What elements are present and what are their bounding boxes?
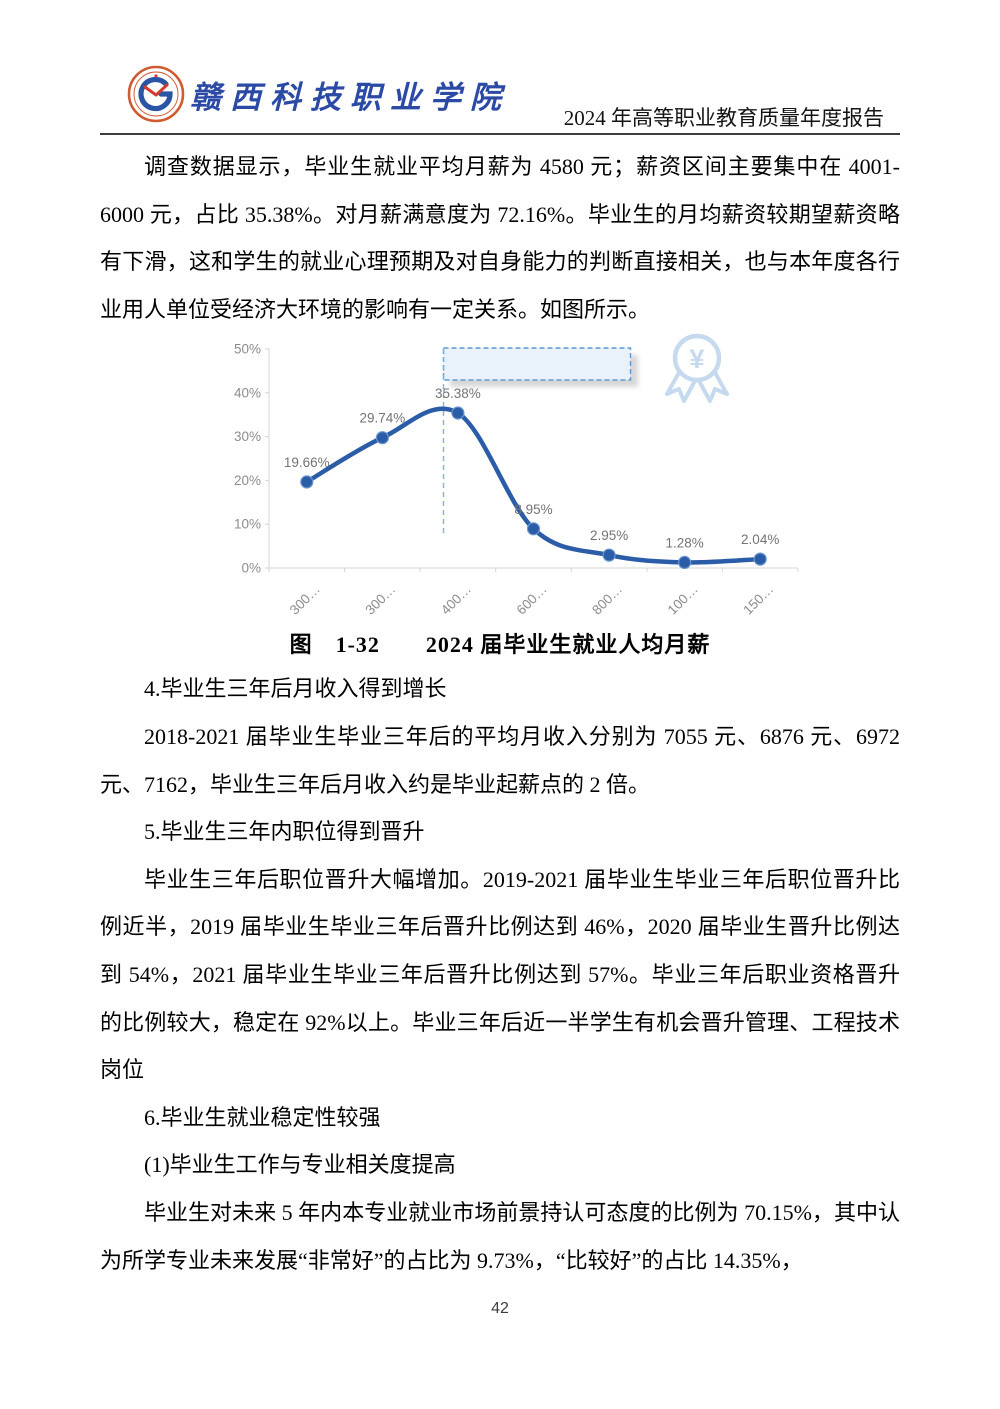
data-point [526, 522, 541, 536]
data-label: 2.04% [741, 532, 779, 547]
x-tick-label: 600… [514, 582, 550, 618]
data-label: 8.95% [514, 502, 552, 517]
heading-5: 5.毕业生三年内职位得到晋升 [144, 819, 425, 845]
data-label: 2.95% [590, 528, 628, 543]
page-number: 42 [491, 1300, 509, 1317]
x-tick-label: 300… [287, 582, 323, 618]
yen-medal-icon: ¥ [665, 334, 729, 404]
y-tick-label: 40% [234, 386, 261, 401]
x-tick-label: 800… [589, 582, 625, 618]
school-logo-emblem-icon [127, 65, 185, 123]
data-point [300, 475, 314, 489]
y-tick-label: 20% [234, 473, 261, 488]
heading-6-1: (1)毕业生工作与专业相关度提高 [144, 1152, 456, 1178]
dashed-callout-box [442, 347, 632, 382]
paragraph-salary-overview: 调查数据显示，毕业生就业平均月薪为 4580 元；薪资区间主要集中在 4001-… [100, 154, 900, 322]
school-name: 赣西科技职业学院 [190, 80, 510, 115]
data-point [602, 548, 616, 563]
heading-6: 6.毕业生就业稳定性较强 [144, 1104, 381, 1130]
paragraph-income-growth: 2018-2021 届毕业生毕业三年后的平均月收入分别为 7055 元、6876… [100, 723, 900, 797]
figure-caption: 图 1-32 2024 届毕业生就业人均月薪 [289, 632, 711, 658]
header-divider [100, 133, 900, 135]
y-tick-label: 50% [234, 342, 261, 357]
x-tick-label: 100… [665, 582, 701, 618]
svg-text:¥: ¥ [689, 344, 704, 374]
data-point [375, 431, 389, 445]
data-label: 1.28% [665, 536, 703, 551]
paragraph-relevance: 毕业生对未来 5 年内本专业就业市场前景持认可态度的比例为 70.15%，其中认… [100, 1199, 900, 1273]
document-body: 调查数据显示，毕业生就业平均月薪为 4580 元；薪资区间主要集中在 4001-… [100, 143, 900, 1284]
data-label: 29.74% [360, 411, 406, 426]
x-tick-label: 150… [740, 582, 776, 618]
data-point [753, 552, 767, 567]
data-label: 19.66% [284, 455, 330, 470]
y-tick-label: 30% [234, 429, 261, 444]
x-tick-label: 400… [438, 582, 474, 618]
page-header: 赣西科技职业学院 2024 年高等职业教育质量年度报告 [100, 62, 900, 132]
x-tick-label: 300… [362, 582, 398, 618]
data-label: 35.38% [435, 386, 481, 401]
report-title: 2024 年高等职业教育质量年度报告 [563, 106, 884, 130]
heading-4: 4.毕业生三年后月收入得到增长 [144, 676, 447, 702]
paragraph-promotion: 毕业生三年后职位晋升大幅增加。2019-2021 届毕业生毕业三年后职位晋升比例… [100, 866, 900, 1083]
y-tick-label: 0% [241, 561, 261, 576]
salary-line-chart: ¥0% 10% 20% 30% 40% 50% 300… 300… 400… 600… 800… 10… [234, 334, 799, 618]
y-tick-label: 10% [234, 517, 261, 532]
figure-1-32: ¥0% 10% 20% 30% 40% 50% 300… 300… 400… 600… 800… 10… [100, 333, 900, 665]
data-point [678, 556, 692, 570]
data-point [451, 406, 465, 420]
